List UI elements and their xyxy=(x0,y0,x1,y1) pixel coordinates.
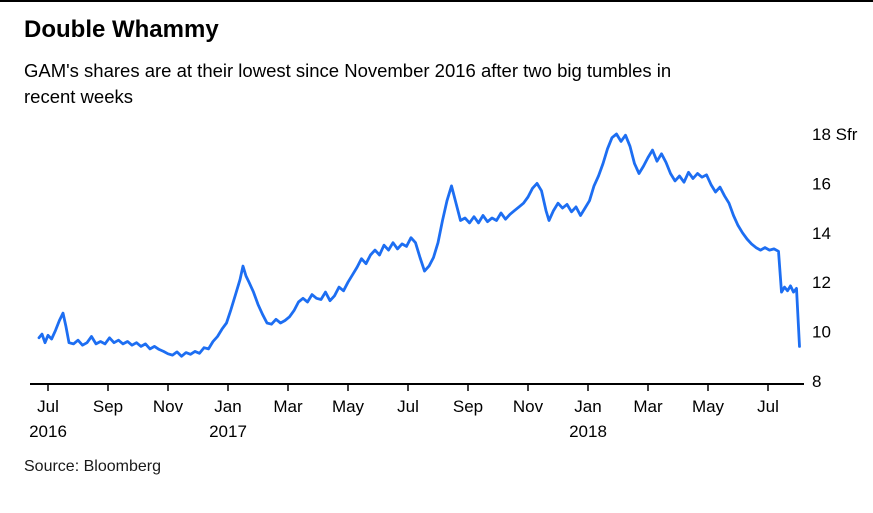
y-tick-label: 18 Sfr xyxy=(812,125,858,144)
y-tick-label: 8 xyxy=(812,372,821,391)
chart-subtitle: GAM's shares are at their lowest since N… xyxy=(24,58,844,109)
x-tick-label: Jul xyxy=(37,397,59,416)
x-tick-label: Jul xyxy=(757,397,779,416)
y-tick-label: 10 xyxy=(812,323,831,342)
x-tick-label: Mar xyxy=(273,397,303,416)
x-tick-label: Jan xyxy=(214,397,241,416)
x-tick-label: Mar xyxy=(633,397,663,416)
x-tick-label: Jul xyxy=(397,397,419,416)
year-label: 2018 xyxy=(569,422,607,441)
y-tick-label: 12 xyxy=(812,273,831,292)
price-line xyxy=(37,132,801,358)
year-label: 2017 xyxy=(209,422,247,441)
x-tick-label: Sep xyxy=(453,397,483,416)
y-tick-label: 16 xyxy=(812,174,831,193)
x-tick-label: Nov xyxy=(513,397,544,416)
x-tick-label: Nov xyxy=(153,397,184,416)
chart-title: Double Whammy xyxy=(24,16,219,43)
x-tick-label: May xyxy=(692,397,725,416)
year-label: 2016 xyxy=(29,422,67,441)
chart-subtitle-line1: GAM's shares are at their lowest since N… xyxy=(24,60,672,81)
top-rule xyxy=(0,0,873,2)
chart-subtitle-line2: recent weeks xyxy=(24,85,133,107)
source-note: Source: Bloomberg xyxy=(24,458,161,475)
x-tick-label: Sep xyxy=(93,397,123,416)
x-tick-label: Jan xyxy=(574,397,601,416)
x-tick-label: May xyxy=(332,397,365,416)
y-tick-label: 14 xyxy=(812,224,831,243)
